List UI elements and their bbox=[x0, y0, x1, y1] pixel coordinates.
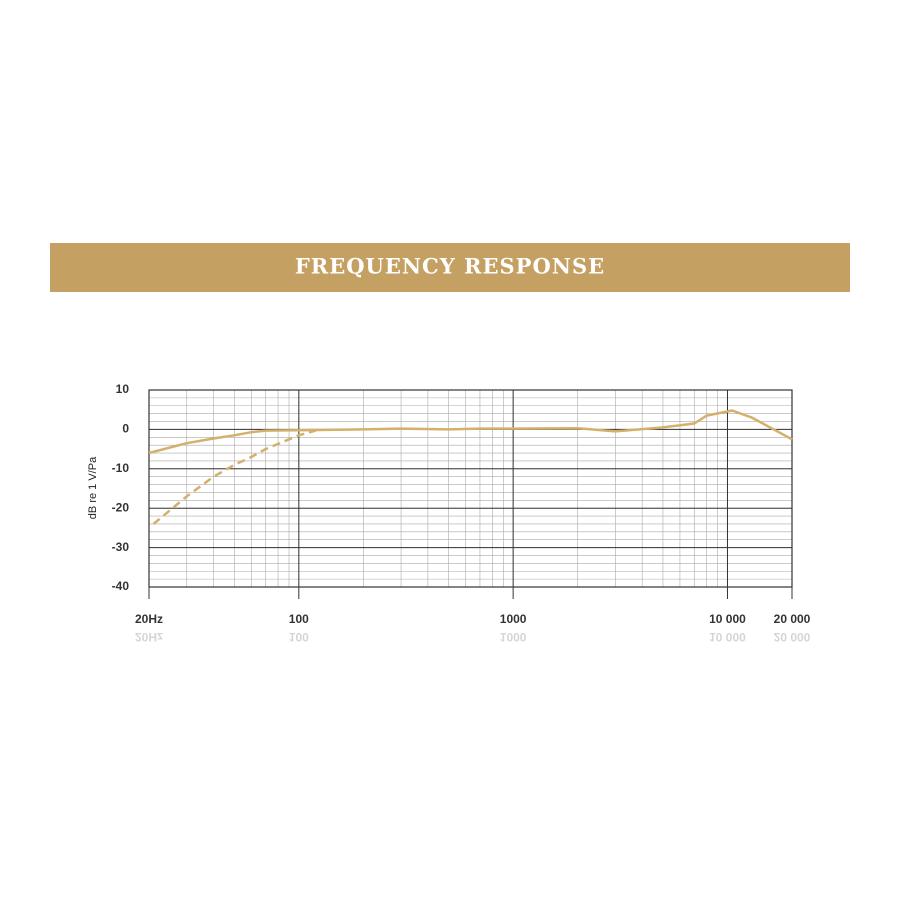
x-tick-label: 100 bbox=[289, 612, 309, 626]
y-tick-label: 0 bbox=[122, 422, 129, 436]
x-tick-label-reflection: 20Hz bbox=[135, 630, 163, 644]
plot-frame bbox=[148, 389, 793, 588]
x-tick-label: 20Hz bbox=[135, 612, 163, 626]
y-tick-label: -10 bbox=[112, 461, 130, 475]
y-tick-label: -40 bbox=[112, 579, 130, 593]
x-tick-label-reflection: 1000 bbox=[500, 630, 527, 644]
response-line bbox=[148, 409, 793, 455]
x-tick-label-reflection: 100 bbox=[289, 630, 309, 644]
y-tick-label: -20 bbox=[112, 500, 130, 514]
x-tick-label: 1000 bbox=[500, 612, 527, 626]
title-banner bbox=[50, 243, 850, 292]
response-line bbox=[152, 429, 317, 525]
y-tick-label: 10 bbox=[116, 382, 130, 396]
y-axis-label: dB re 1 V/Pa bbox=[87, 456, 99, 519]
x-tick-label: 20 000 bbox=[774, 612, 811, 626]
x-tick-label-reflection: 10 000 bbox=[709, 630, 746, 644]
x-tick-label: 10 000 bbox=[709, 612, 746, 626]
x-label-reflection: 20Hz 100 1000 10 000 20 000 bbox=[135, 630, 811, 644]
y-tick-label: -30 bbox=[112, 540, 130, 554]
chart-title: FREQUENCY RESPONSE bbox=[295, 254, 605, 279]
x-tick-label-reflection: 20 000 bbox=[774, 630, 811, 644]
